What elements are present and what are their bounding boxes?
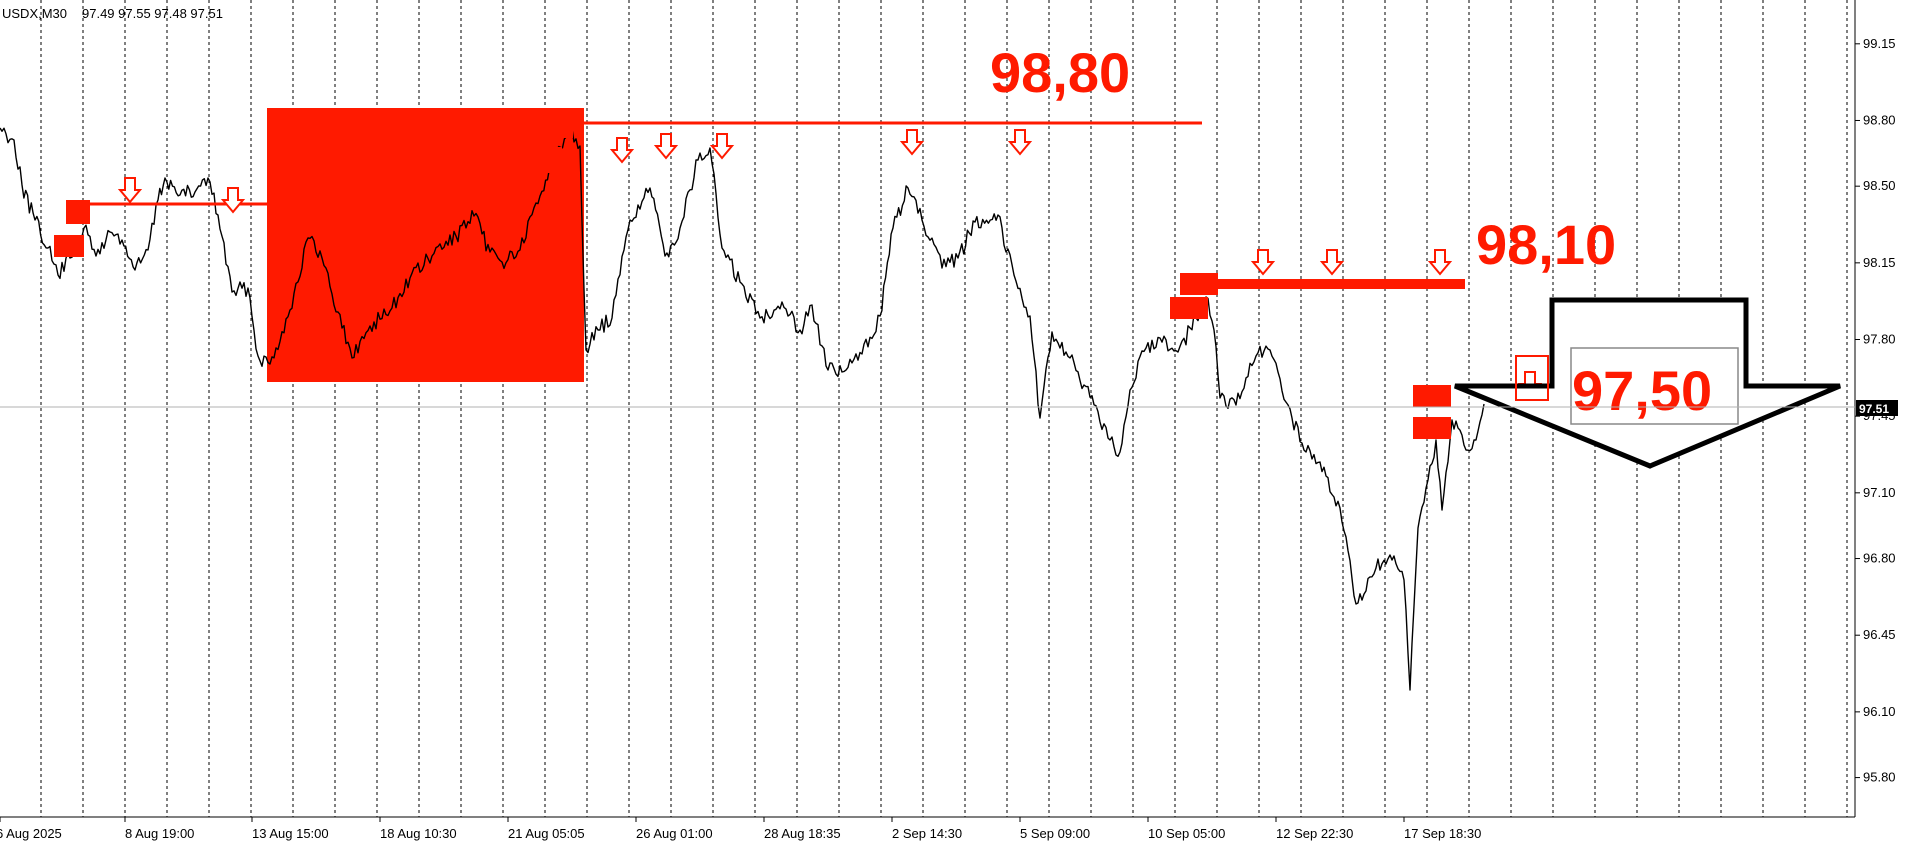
down-arrow-icon xyxy=(709,133,735,160)
x-tick-label: 10 Sep 05:00 xyxy=(1148,826,1225,841)
marker-block xyxy=(1170,297,1208,319)
down-arrow-icon xyxy=(117,177,143,204)
x-tick-label: 17 Sep 18:30 xyxy=(1404,826,1481,841)
down-arrow-icon xyxy=(1427,249,1453,276)
current-price-tag xyxy=(1856,400,1898,416)
target-label-box xyxy=(1570,347,1739,425)
marker-block xyxy=(1180,273,1218,295)
x-tick-label: 8 Aug 19:00 xyxy=(125,826,194,841)
y-tick-label: 98.15 xyxy=(1863,255,1896,270)
down-arrow-markers xyxy=(117,129,1543,398)
resistance-lines xyxy=(86,121,1465,289)
x-tick-label: 26 Aug 01:00 xyxy=(636,826,713,841)
red-zone xyxy=(267,108,584,382)
y-tick-label: 96.45 xyxy=(1863,627,1896,642)
y-tick-label: 96.80 xyxy=(1863,551,1896,566)
price-series-line xyxy=(0,127,1485,691)
y-tick-label: 97.80 xyxy=(1863,332,1896,347)
marker-block xyxy=(54,235,84,257)
x-tick-label: 21 Aug 05:05 xyxy=(508,826,585,841)
x-tick-label: 2 Sep 14:30 xyxy=(892,826,962,841)
ohlc-values: 97.49 97.55 97.48 97.51 xyxy=(82,6,223,21)
level-label-98-80: 98,80 xyxy=(990,41,1130,104)
red-markers xyxy=(54,112,1451,439)
y-tick-label: 97.10 xyxy=(1863,485,1896,500)
down-arrow-icon xyxy=(899,129,925,156)
marker-block xyxy=(540,147,562,173)
down-arrow-icon xyxy=(220,187,246,214)
x-tick-label: 13 Aug 15:00 xyxy=(252,826,329,841)
marker-block xyxy=(1413,385,1451,407)
small-red-outline-box xyxy=(1515,355,1549,401)
down-arrow-icon xyxy=(1319,249,1345,276)
price-axis: 99.1598.8098.5098.1597.8097.4597.1096.80… xyxy=(1855,36,1896,785)
x-tick-label: 12 Sep 22:30 xyxy=(1276,826,1353,841)
x-tick-label: 28 Aug 18:35 xyxy=(764,826,841,841)
marker-block xyxy=(551,112,573,138)
x-tick-label: 18 Aug 10:30 xyxy=(380,826,457,841)
y-tick-label: 96.10 xyxy=(1863,704,1896,719)
y-tick-label: 98.80 xyxy=(1863,112,1896,127)
y-tick-label: 99.15 xyxy=(1863,36,1896,51)
y-tick-label: 98.50 xyxy=(1863,178,1896,193)
time-axis: 6 Aug 2025 8 Aug 19:00 13 Aug 15:00 18 Aug … xyxy=(0,817,1481,841)
symbol-label: USDX,M30 xyxy=(2,6,67,21)
x-tick-label: 5 Sep 09:00 xyxy=(1020,826,1090,841)
chart-grid xyxy=(40,0,1848,817)
level-label-98-10: 98,10 xyxy=(1476,213,1616,276)
down-arrow-icon xyxy=(1007,129,1033,156)
x-tick-label: 6 Aug 2025 xyxy=(0,826,62,841)
marker-block xyxy=(66,200,90,224)
level-label-97-50: 97,50 xyxy=(1572,359,1712,422)
down-arrow-icon xyxy=(609,137,635,164)
current-price-text: 97.51 xyxy=(1859,402,1889,416)
y-tick-label: 95.80 xyxy=(1863,770,1896,785)
marker-block xyxy=(1413,417,1451,439)
down-arrow-icon xyxy=(1250,249,1276,276)
down-arrow-icon xyxy=(653,133,679,160)
